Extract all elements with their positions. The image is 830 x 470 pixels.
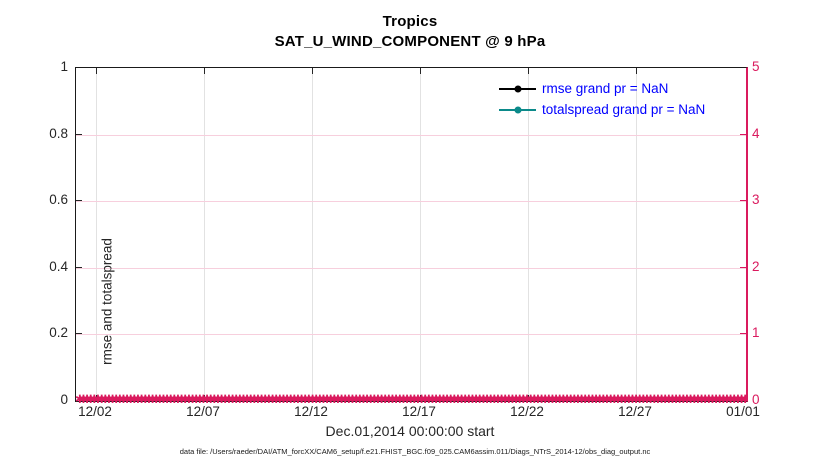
x-tick-label: 01/01 bbox=[726, 404, 760, 419]
tick-mark-top bbox=[528, 68, 529, 74]
gridline-vertical bbox=[420, 68, 421, 401]
right-tick-label: 0 bbox=[752, 392, 760, 407]
tick-mark-bottom bbox=[204, 395, 205, 401]
gridline-horizontal bbox=[76, 135, 746, 136]
right-tick-label: 5 bbox=[752, 59, 760, 74]
tick-mark-bottom bbox=[420, 395, 421, 401]
legend-label: rmse grand pr = NaN bbox=[542, 81, 669, 96]
tick-mark-left bbox=[76, 134, 82, 135]
x-tick-label: 12/07 bbox=[186, 404, 220, 419]
left-tick-label: 1 bbox=[60, 59, 68, 74]
gridline-horizontal bbox=[76, 334, 746, 335]
x-tick-label: 12/22 bbox=[510, 404, 544, 419]
legend-entry-totalspread: totalspread grand pr = NaN bbox=[499, 101, 705, 118]
right-tick-label: 2 bbox=[752, 259, 760, 274]
tick-mark-bottom bbox=[96, 395, 97, 401]
data-file-caption: data file: /Users/raeder/DAI/ATM_forcXX/… bbox=[179, 447, 651, 456]
right-tick-label: 3 bbox=[752, 192, 760, 207]
obs-marker-band: ✱✱✱✱✱✱✱✱✱✱✱✱✱✱✱✱✱✱✱✱✱✱✱✱✱✱✱✱✱✱✱✱✱✱✱✱✱✱✱✱… bbox=[75, 394, 747, 406]
x-tick-label: 12/02 bbox=[78, 404, 112, 419]
x-axis-label: Dec.01,2014 00:00:00 start bbox=[325, 423, 495, 439]
gridline-vertical bbox=[636, 68, 637, 401]
tick-mark-right bbox=[740, 200, 746, 201]
left-tick-label: 0 bbox=[60, 392, 68, 407]
x-tick-label: 12/17 bbox=[402, 404, 436, 419]
legend-line-sample bbox=[499, 85, 536, 92]
tick-mark-top bbox=[636, 68, 637, 74]
legend-label: totalspread grand pr = NaN bbox=[542, 102, 706, 117]
gridline-horizontal bbox=[76, 201, 746, 202]
x-tick-label: 12/12 bbox=[294, 404, 328, 419]
tick-mark-top bbox=[96, 68, 97, 74]
tick-mark-bottom bbox=[312, 395, 313, 401]
right-tick-label: 1 bbox=[752, 325, 760, 340]
tick-mark-bottom bbox=[528, 395, 529, 401]
legend-line-sample bbox=[499, 106, 536, 113]
title-block: Tropics SAT_U_WIND_COMPONENT @ 9 hPa bbox=[75, 12, 745, 52]
gridline-vertical bbox=[96, 68, 97, 401]
left-tick-label: 0.6 bbox=[49, 192, 68, 207]
tick-mark-top bbox=[420, 68, 421, 74]
tick-mark-right bbox=[740, 267, 746, 268]
gridline-horizontal bbox=[76, 268, 746, 269]
left-axis-label: rmse and totalspread bbox=[99, 238, 115, 365]
tick-mark-left bbox=[76, 333, 82, 334]
x-tick-label: 12/27 bbox=[618, 404, 652, 419]
tick-mark-left bbox=[76, 200, 82, 201]
tick-mark-right bbox=[740, 134, 746, 135]
tick-mark-left bbox=[76, 267, 82, 268]
legend: rmse grand pr = NaN totalspread grand pr… bbox=[499, 80, 705, 122]
gridline-vertical bbox=[312, 68, 313, 401]
right-tick-label: 4 bbox=[752, 126, 760, 141]
left-tick-label: 0.2 bbox=[49, 325, 68, 340]
tick-mark-top bbox=[312, 68, 313, 74]
gridline-vertical bbox=[204, 68, 205, 401]
plot-subtitle: SAT_U_WIND_COMPONENT @ 9 hPa bbox=[274, 33, 546, 50]
tick-mark-bottom bbox=[636, 395, 637, 401]
tick-mark-top bbox=[204, 68, 205, 74]
plot-area: rmse and totalspread # of obs: o=possibl… bbox=[75, 67, 748, 402]
gridline-vertical bbox=[528, 68, 529, 401]
left-tick-label: 0.4 bbox=[49, 259, 68, 274]
legend-circle-marker bbox=[514, 85, 521, 92]
plot-title: Tropics bbox=[382, 13, 438, 30]
tick-mark-right bbox=[740, 333, 746, 334]
left-tick-label: 0.8 bbox=[49, 126, 68, 141]
legend-circle-marker bbox=[514, 106, 521, 113]
legend-entry-rmse: rmse grand pr = NaN bbox=[499, 80, 705, 97]
